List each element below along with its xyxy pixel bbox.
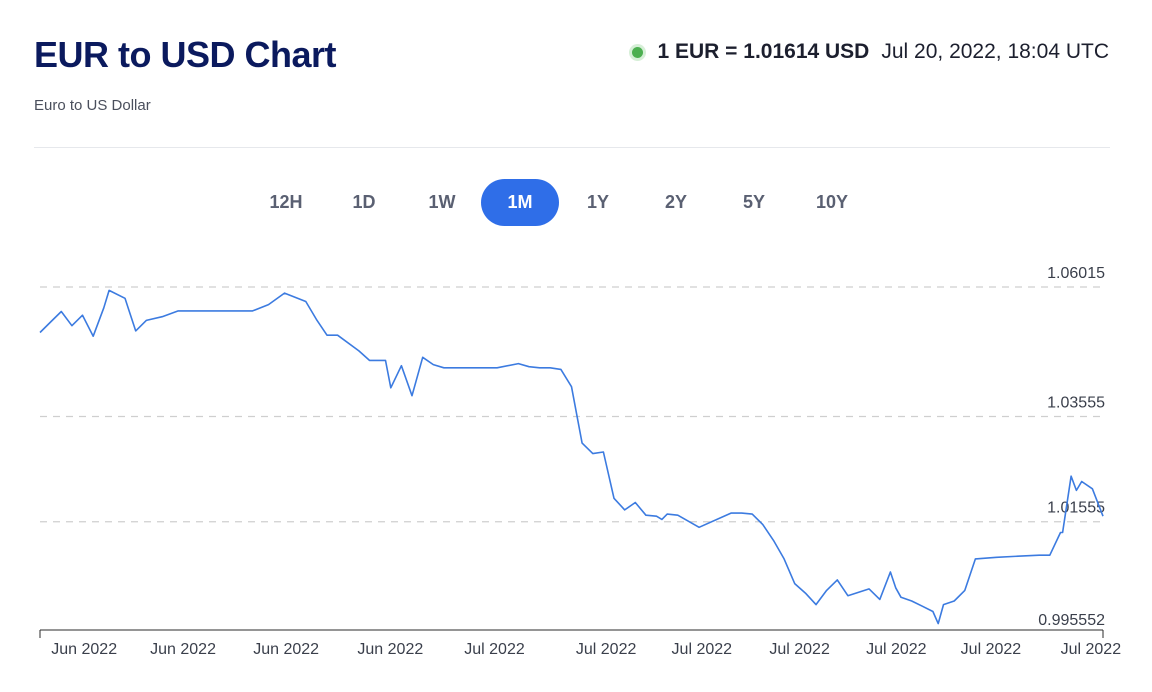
tab-2y[interactable]: 2Y: [664, 192, 688, 212]
tab-10y[interactable]: 10Y: [815, 192, 849, 212]
x-tick-label: Jul 2022: [769, 641, 830, 658]
rate-line: [39, 289, 1104, 625]
x-tick-label: Jul 2022: [961, 641, 1022, 658]
green-dot-icon: [632, 46, 644, 58]
x-tick-label: Jul 2022: [464, 641, 525, 658]
x-tick-label: Jul 2022: [672, 641, 733, 658]
tab-1w[interactable]: 1W: [428, 192, 456, 212]
y-tick-label: 1.03555: [1047, 394, 1105, 411]
price-chart[interactable]: 1.06015 1.03555 1.01555 0.995552 Jun 2022 Jun…: [0, 250, 1152, 680]
x-tick-label: Jun 2022: [253, 641, 319, 658]
range-tabs: 12H 1D 1W 1M 1Y 2Y 5Y 10Y: [247, 179, 871, 226]
tab-12h[interactable]: 12H: [269, 192, 303, 212]
y-tick-label: 0.995552: [1038, 612, 1105, 629]
x-tick-label: Jul 2022: [1061, 641, 1122, 658]
y-tick-label: 1.06015: [1047, 265, 1105, 282]
live-rate: 1 EUR = 1.01614 USD Jul 20, 2022, 18:04 …: [632, 40, 1109, 64]
rate-value: 1 EUR = 1.01614 USD: [657, 40, 870, 63]
x-tick-label: Jun 2022: [51, 641, 117, 658]
x-tick-label: Jun 2022: [150, 641, 216, 658]
x-tick-label: Jun 2022: [357, 641, 423, 658]
tab-1d[interactable]: 1D: [352, 192, 376, 212]
tab-1m[interactable]: 1M: [481, 179, 559, 226]
x-tick-label: Jul 2022: [866, 641, 927, 658]
x-tick-label: Jul 2022: [576, 641, 637, 658]
header-divider: [34, 147, 1110, 148]
page-subtitle: Euro to US Dollar: [34, 97, 151, 114]
tab-5y[interactable]: 5Y: [742, 192, 766, 212]
page-title: EUR to USD Chart: [34, 34, 337, 75]
y-tick-label: 1.01555: [1047, 500, 1105, 517]
rate-timestamp: Jul 20, 2022, 18:04 UTC: [881, 40, 1109, 63]
tab-1y[interactable]: 1Y: [586, 192, 610, 212]
